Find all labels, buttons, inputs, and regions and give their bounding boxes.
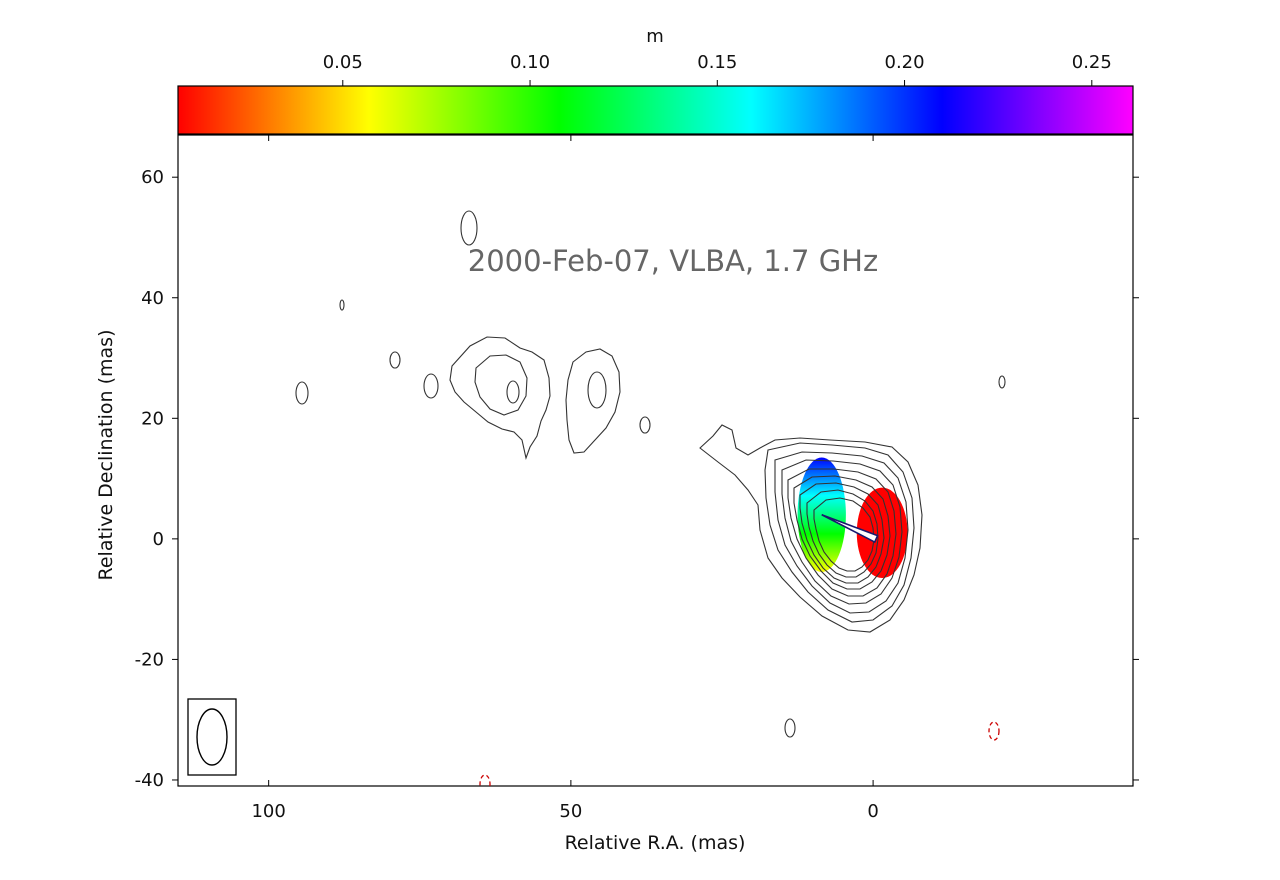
contours (295, 210, 1006, 738)
y-tick-label: 40 (141, 288, 164, 309)
jet-contour (587, 371, 607, 409)
negative-contour (479, 774, 491, 786)
beam (187, 698, 237, 776)
noise-contour (389, 351, 401, 369)
noise-contour (460, 210, 478, 246)
colorbar-tick-label: 0.20 (885, 52, 925, 73)
colorbar-tick-label: 0.25 (1072, 52, 1112, 73)
noise-contour (784, 718, 796, 738)
jet-contour (565, 348, 621, 454)
x-axis-label: Relative R.A. (mas) (565, 832, 746, 854)
core-contour (793, 475, 891, 590)
x-tick-label: 100 (251, 801, 285, 822)
y-tick-label: 20 (141, 408, 164, 429)
noise-contour (639, 416, 651, 434)
negative-contour (988, 721, 1000, 741)
y-tick-label: 0 (153, 529, 164, 550)
colorbar-gradient (177, 85, 1134, 135)
beam-ellipse (196, 708, 228, 766)
core-contour (806, 489, 879, 578)
negative-contours (479, 721, 1000, 786)
y-tick-label: -40 (135, 770, 164, 791)
colorbar-tick-label: 0.10 (510, 52, 550, 73)
colorbar-tick-label: 0.05 (323, 52, 363, 73)
plot-frame (177, 134, 1134, 787)
x-axis: 100 50 0 (251, 135, 879, 822)
core-contour (781, 459, 903, 605)
core-contour (787, 468, 897, 597)
noise-contour (998, 375, 1006, 389)
evpa-vector (821, 514, 879, 544)
core-contour (774, 451, 909, 614)
colorbar: 0.05 0.10 0.15 0.20 0.25 m (177, 26, 1134, 135)
core-contour (799, 482, 885, 584)
core-contour (699, 424, 923, 633)
y-tick-label: 60 (141, 167, 164, 188)
core-contour (813, 497, 875, 572)
x-tick-label: 50 (559, 801, 582, 822)
colorbar-tick-label: 0.15 (697, 52, 737, 73)
jet-contour (474, 354, 528, 416)
chart-title: 2000-Feb-07, VLBA, 1.7 GHz (468, 244, 878, 278)
noise-contour (339, 299, 345, 311)
jet-contour (506, 380, 520, 404)
jet-contour (449, 336, 551, 460)
colorbar-label: m (646, 26, 664, 47)
y-axis: 60 40 20 0 -20 -40 (135, 167, 1139, 791)
evpa-stick (821, 514, 879, 544)
noise-contour (295, 381, 309, 405)
y-axis-label: Relative Declination (mas) (95, 330, 117, 581)
colorbar-ticks: 0.05 0.10 0.15 0.20 0.25 (323, 52, 1112, 86)
y-tick-label: -20 (135, 649, 164, 670)
core-contour (764, 442, 915, 623)
x-tick-label: 0 (867, 801, 878, 822)
plot-area: 2000-Feb-07, VLBA, 1.7 GHz 100 50 0 60 40 20… (95, 134, 1139, 854)
beam-box (187, 698, 237, 776)
noise-contour (423, 373, 439, 399)
core-contour-group (699, 424, 923, 633)
